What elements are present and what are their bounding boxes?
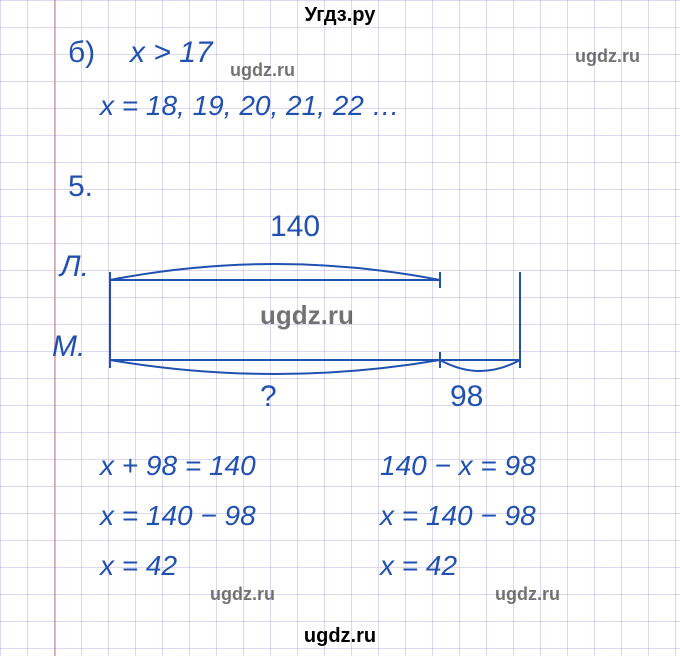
inequality: x > 17 <box>130 36 213 70</box>
work-right-line3: x = 42 <box>380 550 457 582</box>
section-5-label: 5. <box>68 170 93 204</box>
solutions-list: x = 18, 19, 20, 21, 22 … <box>100 90 400 122</box>
site-footer: ugdz.ru <box>0 625 680 648</box>
diagram-total-label: 140 <box>270 210 320 244</box>
watermark-lower-right: ugdz.ru <box>495 584 560 605</box>
work-left-line3: x = 42 <box>100 550 177 582</box>
section-b-label: б) <box>68 36 95 70</box>
point-bottom-label: М. <box>52 330 85 364</box>
work-left-line1: x + 98 = 140 <box>100 450 256 482</box>
site-header: Угдз.ру <box>0 4 680 27</box>
notebook-left-margin <box>54 0 56 656</box>
work-right-line2: x = 140 − 98 <box>380 500 536 532</box>
work-right-line1: 140 − x = 98 <box>380 450 536 482</box>
watermark-upper-center: ugdz.ru <box>230 60 295 81</box>
watermark-top-right: ugdz.ru <box>575 46 640 67</box>
point-top-label: Л. <box>60 250 89 284</box>
watermark-lower-left: ugdz.ru <box>210 584 275 605</box>
segment-diagram <box>110 240 550 390</box>
work-left-line2: x = 140 − 98 <box>100 500 256 532</box>
